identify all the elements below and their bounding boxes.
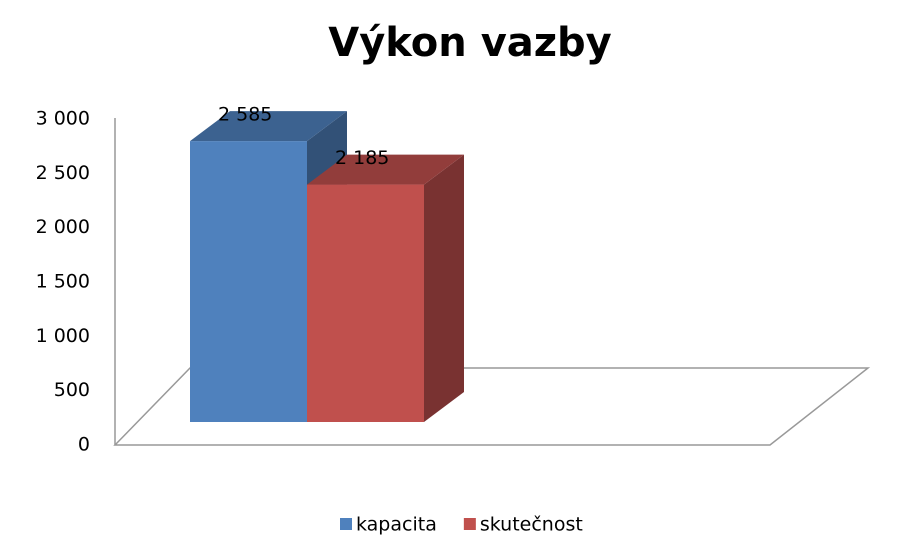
y-tick-label: 3 000	[36, 108, 90, 130]
y-tick-label: 1 500	[36, 271, 90, 293]
legend-label: skutečnost	[480, 514, 583, 536]
bar	[307, 184, 424, 422]
legend-label: kapacita	[356, 514, 437, 536]
bar-top	[307, 154, 464, 185]
value-label: 2 585	[218, 104, 272, 126]
value-label: 2 185	[335, 147, 389, 169]
bar-top	[190, 111, 347, 142]
y-tick-label: 0	[78, 434, 90, 456]
y-tick-label: 1 000	[36, 325, 90, 347]
legend-swatch	[463, 518, 476, 530]
y-tick-label: 2 500	[36, 162, 90, 184]
chart-title: Výkon vazby	[328, 20, 612, 66]
y-tick-label: 500	[54, 379, 90, 401]
y-tick-label: 2 000	[36, 216, 90, 238]
legend-swatch	[340, 518, 352, 530]
bar	[190, 141, 307, 422]
bar-side	[424, 154, 464, 422]
